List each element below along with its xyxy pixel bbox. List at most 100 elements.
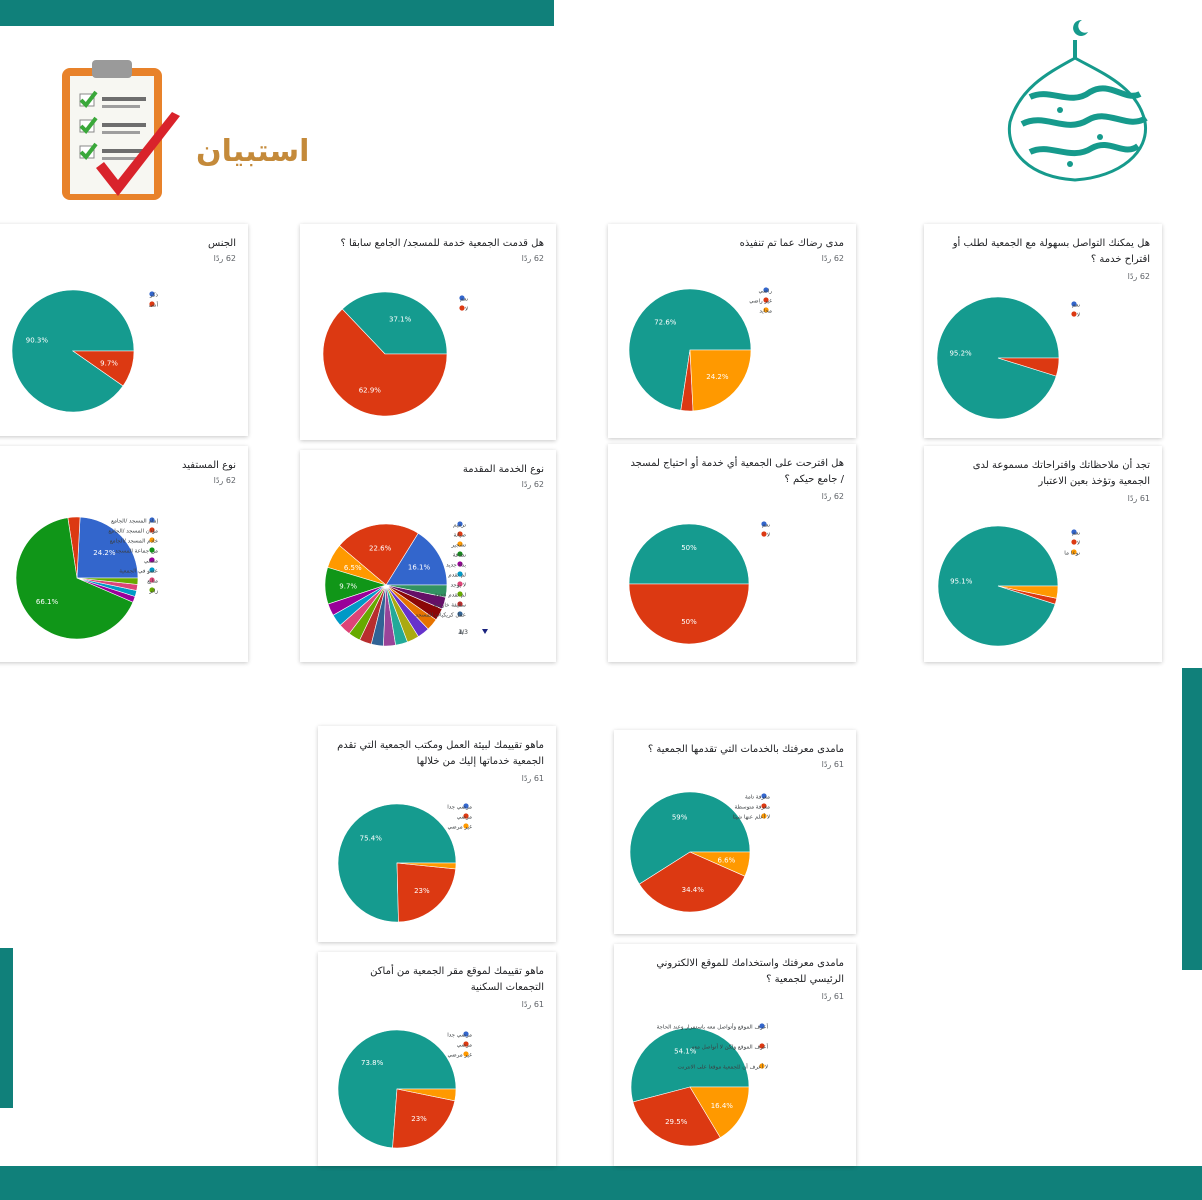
- pie-slice: [638, 851, 746, 913]
- legend-marker: [1071, 311, 1077, 317]
- legend-label: راضي: [759, 289, 773, 295]
- legend-marker: [457, 611, 463, 617]
- legend-marker: [463, 813, 469, 819]
- legend-marker: [759, 1043, 765, 1049]
- pie-chart: 59% 34.4% 6.6% معرفة تامة معرفة متوسطة لا أعل…: [629, 791, 770, 913]
- legend-label: عمل كريكيات المسجد: [415, 612, 466, 619]
- chart-title: نوع الخدمة المقدمة: [462, 464, 544, 475]
- slice-value-label: 34.4%: [682, 886, 705, 894]
- legend-marker: [1071, 549, 1077, 555]
- response-count: 61 ردًا: [821, 992, 844, 1001]
- response-count: 61 ردًا: [1127, 494, 1150, 503]
- legend-marker: [459, 305, 465, 311]
- legend-label: محايد: [759, 309, 772, 315]
- response-count: 62 ردًا: [821, 254, 844, 263]
- chart-title: مدى رضاك عما تم تنفيذه: [739, 238, 844, 249]
- legend-label: لا: [465, 307, 468, 313]
- pie-slice: [629, 791, 751, 885]
- legend-marker: [149, 537, 155, 543]
- legend-label: إمام المسجد /الجامع: [111, 519, 158, 525]
- legend-label: نعم: [460, 297, 468, 303]
- slice-value-label: 9.7%: [100, 359, 118, 367]
- slice-value-label: 9.7%: [339, 582, 357, 590]
- legend-label: لا: [767, 533, 770, 539]
- legend-marker: [457, 601, 463, 607]
- legend-label: نعم: [1072, 303, 1080, 309]
- chart-card-satisfaction: مدى رضاك عما تم تنفيذه 62 ردًا 72.6% 24.2% ر…: [608, 224, 856, 438]
- legend-label: لا يوجد: [450, 583, 466, 589]
- legend-label: نعم: [762, 523, 770, 529]
- response-count: 62 ردًا: [521, 480, 544, 489]
- chart-card-gender: الجنس 62 ردًا 90.3% 9.7% ذكر أنثى: [0, 224, 248, 436]
- legend-marker: [761, 803, 767, 809]
- legend-label: ذكر: [149, 292, 159, 299]
- legend-marker: [149, 587, 155, 593]
- association-logo: [1000, 12, 1160, 187]
- legend-marker: [149, 557, 155, 563]
- pie-slice: [997, 585, 1059, 599]
- pie-slice: [76, 516, 139, 579]
- pie-chart: 16.1% 22.6% 6.5% 9.7% ترميم صيانة تشجير نظافة بن…: [324, 521, 488, 647]
- slice-value-label: 73.8%: [361, 1059, 384, 1067]
- chart-title: مامدى معرفتك واستخدامك للموقع الالكتروني…: [656, 958, 844, 985]
- pie-chart: 90.3% 9.7% ذكر أنثى: [11, 289, 159, 413]
- legend-label: مؤذن المسجد /الجامع: [108, 529, 158, 535]
- pie-chart: 72.6% 24.2% راضي غير راضي محايد: [628, 287, 773, 412]
- legend-marker: [761, 531, 767, 537]
- legend-marker: [457, 561, 463, 567]
- legend-marker: [149, 527, 155, 533]
- legend-marker: [459, 295, 465, 301]
- pie-chart: 95.2% نعم لا: [936, 296, 1080, 420]
- legend-marker: [457, 591, 463, 597]
- pie-slice: [396, 862, 457, 923]
- legend-marker: [759, 1023, 765, 1029]
- pie-slice: [628, 583, 750, 645]
- legend-label: تشجير: [450, 543, 466, 549]
- legend-label: مصلي: [144, 559, 158, 565]
- clipboard-checklist-icon: [56, 58, 186, 208]
- pie-chart: 75.4% 23% مرضي جدا مرضي غير مرضي: [337, 803, 472, 923]
- chart-title: نوع المستفيد: [182, 460, 236, 471]
- legend-label: مرضي جدا: [447, 1033, 472, 1039]
- legend-marker: [149, 291, 155, 297]
- legend-label: من جماعة المسجد: [115, 549, 158, 555]
- legend-label: ترميم: [453, 523, 466, 529]
- legend-marker: [761, 793, 767, 799]
- chart-card-suggestions-heard: تجد أن ملاحظاتك واقتراحاتك مسموعة لدى ال…: [924, 446, 1162, 662]
- chart-card-location-rating: ماهو تقييمك لموقع مقر الجمعية من أماكن ا…: [318, 952, 556, 1166]
- legend-marker: [761, 521, 767, 527]
- legend-marker: [1071, 529, 1077, 535]
- pie-slice: [337, 803, 457, 923]
- legend-marker: [457, 581, 463, 587]
- legend-label: نظافة: [453, 553, 467, 559]
- pie-slice: [396, 862, 457, 870]
- legend-marker: [457, 531, 463, 537]
- legend-marker: [149, 517, 155, 523]
- legend-label: أعرف الموقع ولكن لا أتواصل معه: [691, 1043, 768, 1051]
- legend-marker: [149, 567, 155, 573]
- legend-marker: [463, 1031, 469, 1037]
- pie-chart: 73.8% 23% مرضي جدا مرضي غير مرضي: [337, 1029, 472, 1149]
- legend-marker: [457, 571, 463, 577]
- pie-slice: [628, 523, 750, 585]
- slice-value-label: 23%: [411, 1115, 427, 1123]
- pie-slice: [341, 291, 448, 355]
- legend-page-up-icon[interactable]: [458, 629, 464, 634]
- response-count: 62 ردًا: [213, 476, 236, 485]
- chart-title: مامدى معرفتك بالخدمات التي تقدمها الجمعي…: [647, 744, 844, 755]
- legend-marker: [763, 297, 769, 303]
- chart-card-easy-contact: هل يمكنك التواصل بسهولة مع الجمعية لطلب …: [924, 224, 1162, 438]
- right-accent-bar: [1182, 668, 1202, 970]
- response-count: 61 ردًا: [521, 1000, 544, 1009]
- slice-value-label: 75.4%: [360, 834, 383, 842]
- chart-title: الجنس: [207, 238, 236, 249]
- chart-card-office-rating: ماهو تقييمك لبيئة العمل ومكتب الجمعية ال…: [318, 726, 556, 942]
- slice-value-label: 24.2%: [93, 549, 116, 557]
- pie-slice: [689, 851, 751, 877]
- slice-value-label: 37.1%: [389, 316, 412, 324]
- slice-value-label: 90.3%: [26, 337, 49, 345]
- legend-label: غير مرضي: [447, 1053, 472, 1059]
- legend-marker: [1071, 301, 1077, 307]
- legend-marker: [463, 1041, 469, 1047]
- legend-page-down-icon[interactable]: [482, 629, 488, 634]
